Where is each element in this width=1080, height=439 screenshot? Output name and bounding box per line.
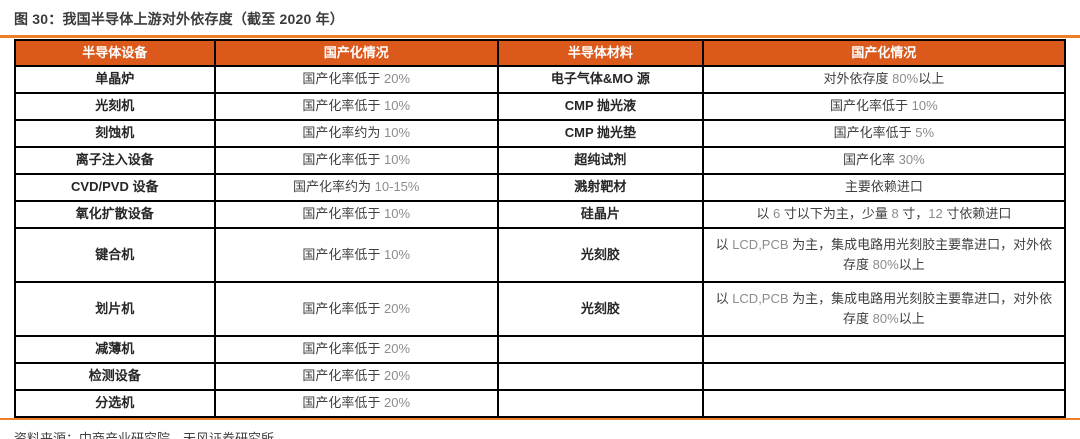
material-cell: 溅射靶材 (497, 172, 704, 202)
material-cell: 硅晶片 (497, 199, 704, 229)
dependency-table: 半导体设备 国产化情况 半导体材料 国产化情况 单晶炉 国产化率低于 20% 电子气… (14, 38, 1067, 418)
header-material: 半导体材料 (497, 38, 704, 67)
equipment-status-cell: 国产化率低于 20% (213, 334, 499, 364)
material-status-cell (701, 334, 1067, 364)
table-row: 划片机 国产化率低于 20% 光刻胶以 LCD,PCB 为主，集成电路用光刻胶主要靠… (14, 280, 1067, 337)
material-status-cell: 对外依存度 80%以上 (701, 64, 1067, 94)
material-status-cell (701, 388, 1067, 418)
material-status-cell: 国产化率低于 5% (701, 118, 1067, 148)
material-cell: CMP 抛光液 (497, 91, 704, 121)
bottom-rule (0, 417, 1080, 421)
material-cell: 光刻胶 (497, 280, 704, 337)
equipment-status-cell: 国产化率低于 10% (213, 91, 499, 121)
equipment-cell: 减薄机 (14, 334, 216, 364)
equipment-cell: 刻蚀机 (14, 118, 216, 148)
material-cell: CMP 抛光垫 (497, 118, 704, 148)
equipment-status-cell: 国产化率低于 10% (213, 145, 499, 175)
material-status-cell: 国产化率低于 10% (701, 91, 1067, 121)
equipment-cell: 光刻机 (14, 91, 216, 121)
material-cell (497, 361, 704, 391)
table-row: 分选机 国产化率低于 20% (14, 388, 1067, 418)
material-status-cell: 以 LCD,PCB 为主，集成电路用光刻胶主要靠进口，对外依存度 80%以上 (701, 280, 1067, 337)
material-cell: 电子气体&MO 源 (497, 64, 704, 94)
table-row: 键合机 国产化率低于 10% 光刻胶以 LCD,PCB 为主，集成电路用光刻胶主要靠… (14, 226, 1067, 283)
table-row: 氧化扩散设备 国产化率低于 10% 硅晶片以 6 寸以下为主，少量 8 寸，12 寸… (14, 199, 1067, 229)
equipment-cell: 离子注入设备 (14, 145, 216, 175)
top-rule (0, 35, 1080, 38)
equipment-cell: 分选机 (14, 388, 216, 418)
equipment-status-cell: 国产化率约为 10% (213, 118, 499, 148)
table-row: 刻蚀机 国产化率约为 10% CMP 抛光垫 国产化率低于 5% (14, 118, 1067, 148)
material-status-cell: 国产化率 30% (701, 145, 1067, 175)
table-row: 检测设备 国产化率低于 20% (14, 361, 1067, 391)
equipment-status-cell: 国产化率低于 20% (213, 64, 499, 94)
material-cell (497, 334, 704, 364)
source-note: 资料来源：中商产业研究院，天风证券研究所 (14, 431, 275, 439)
equipment-status-cell: 国产化率低于 10% (213, 226, 499, 283)
equipment-cell: 氧化扩散设备 (14, 199, 216, 229)
table-row: 离子注入设备 国产化率低于 10% 超纯试剂 国产化率 30% (14, 145, 1067, 175)
material-status-cell (701, 361, 1067, 391)
equipment-cell: 键合机 (14, 226, 216, 283)
table-row: 单晶炉 国产化率低于 20% 电子气体&MO 源对外依存度 80%以上 (14, 64, 1067, 94)
table-header-row: 半导体设备 国产化情况 半导体材料 国产化情况 (14, 38, 1067, 67)
material-status-cell: 主要依赖进口 (701, 172, 1067, 202)
table-row: 减薄机 国产化率低于 20% (14, 334, 1067, 364)
header-equipment: 半导体设备 (14, 38, 216, 67)
equipment-status-cell: 国产化率低于 20% (213, 361, 499, 391)
figure-title: 图 30：我国半导体上游对外依存度（截至 2020 年） (14, 11, 344, 27)
material-cell: 超纯试剂 (497, 145, 704, 175)
header-equipment-status: 国产化情况 (213, 38, 499, 67)
material-status-cell: 以 6 寸以下为主，少量 8 寸，12 寸依赖进口 (701, 199, 1067, 229)
equipment-cell: 单晶炉 (14, 64, 216, 94)
table-row: 光刻机 国产化率低于 10% CMP 抛光液 国产化率低于 10% (14, 91, 1067, 121)
material-cell (497, 388, 704, 418)
equipment-cell: 划片机 (14, 280, 216, 337)
material-status-cell: 以 LCD,PCB 为主，集成电路用光刻胶主要靠进口，对外依存度 80%以上 (701, 226, 1067, 283)
equipment-status-cell: 国产化率低于 10% (213, 199, 499, 229)
header-material-status: 国产化情况 (701, 38, 1067, 67)
equipment-status-cell: 国产化率约为 10-15% (213, 172, 499, 202)
material-cell: 光刻胶 (497, 226, 704, 283)
equipment-status-cell: 国产化率低于 20% (213, 280, 499, 337)
equipment-status-cell: 国产化率低于 20% (213, 388, 499, 418)
table-row: CVD/PVD 设备 国产化率约为 10-15% 溅射靶材 主要依赖进口 (14, 172, 1067, 202)
equipment-cell: 检测设备 (14, 361, 216, 391)
equipment-cell: CVD/PVD 设备 (14, 172, 216, 202)
